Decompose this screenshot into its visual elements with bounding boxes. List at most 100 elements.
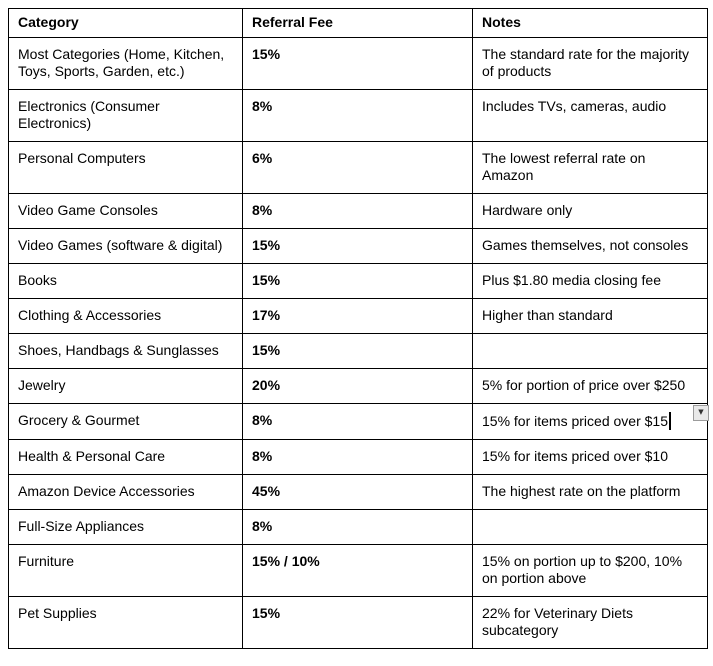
- notes-cell[interactable]: Hardware only: [472, 193, 708, 229]
- category-cell[interactable]: Grocery & Gourmet: [8, 403, 243, 440]
- table-row: Video Games (software & digital) 15% Games…: [8, 228, 708, 264]
- notes-cell-text: The lowest referral rate on Amazon: [482, 149, 646, 183]
- category-cell[interactable]: Pet Supplies: [8, 596, 243, 649]
- fee-cell-text: 15% / 10%: [252, 552, 320, 569]
- notes-cell[interactable]: Includes TVs, cameras, audio: [472, 89, 708, 142]
- category-cell-text: Most Categories (Home, Kitchen, Toys, Sp…: [18, 45, 225, 79]
- category-cell[interactable]: Personal Computers: [8, 141, 243, 194]
- notes-cell-text: The highest rate on the platform: [482, 482, 681, 499]
- header-referral-fee-label: Referral Fee: [252, 14, 333, 30]
- notes-cell-text: Hardware only: [482, 201, 573, 218]
- table-row: Health & Personal Care 8% 15% for items pr…: [8, 439, 708, 475]
- category-cell-text: Amazon Device Accessories: [18, 482, 195, 499]
- table-row: Furniture 15% / 10% 15% on portion up to $…: [8, 544, 708, 597]
- category-cell-text: Full-Size Appliances: [18, 517, 145, 534]
- fee-cell-text: 15%: [252, 604, 281, 621]
- category-cell-text: Video Games (software & digital): [18, 236, 223, 253]
- header-cell-notes[interactable]: Notes: [472, 8, 708, 38]
- table-row: Clothing & Accessories 17% Higher than sta…: [8, 298, 708, 334]
- notes-cell[interactable]: The highest rate on the platform: [472, 474, 708, 510]
- notes-cell-text: Higher than standard: [482, 306, 613, 323]
- text-cursor: [668, 411, 671, 430]
- category-cell-text: Personal Computers: [18, 149, 146, 166]
- table-row: Full-Size Appliances 8%: [8, 509, 708, 545]
- category-cell-text: Jewelry: [18, 376, 66, 393]
- notes-cell[interactable]: The standard rate for the majority of pr…: [472, 37, 708, 90]
- table-row: Shoes, Handbags & Sunglasses 15%: [8, 333, 708, 369]
- referral-table-body: Most Categories (Home, Kitchen, Toys, Sp…: [8, 37, 709, 649]
- table-row: Pet Supplies 15% 22% for Veterinary Diets …: [8, 596, 708, 649]
- category-cell-text: Electronics (Consumer Electronics): [18, 97, 160, 131]
- category-cell[interactable]: Amazon Device Accessories: [8, 474, 243, 510]
- fee-cell[interactable]: 15%: [242, 333, 473, 369]
- fee-cell[interactable]: 15%: [242, 228, 473, 264]
- table-row: Grocery & Gourmet 8% 15% for items priced …: [8, 403, 709, 440]
- category-cell[interactable]: Books: [8, 263, 243, 299]
- fee-cell-text: 15%: [252, 45, 281, 62]
- category-cell[interactable]: Full-Size Appliances: [8, 509, 243, 545]
- fee-cell[interactable]: 45%: [242, 474, 473, 510]
- table-row: Personal Computers 6% The lowest referral …: [8, 141, 708, 194]
- category-cell[interactable]: Video Game Consoles: [8, 193, 243, 229]
- fee-cell[interactable]: 15% / 10%: [242, 544, 473, 597]
- fee-cell[interactable]: 15%: [242, 596, 473, 649]
- category-cell-text: Health & Personal Care: [18, 447, 166, 464]
- fee-cell[interactable]: 15%: [242, 37, 473, 90]
- dropdown-button[interactable]: ▼: [693, 404, 709, 421]
- table-header-row: Category Referral Fee Notes: [8, 8, 708, 38]
- notes-cell-text: 15% for items priced over $15: [482, 412, 668, 429]
- fee-cell[interactable]: 17%: [242, 298, 473, 334]
- notes-cell[interactable]: Games themselves, not consoles: [472, 228, 708, 264]
- notes-cell-text: Games themselves, not consoles: [482, 236, 689, 253]
- chevron-down-icon: ▼: [698, 408, 704, 416]
- category-cell[interactable]: Most Categories (Home, Kitchen, Toys, Sp…: [8, 37, 243, 90]
- notes-cell[interactable]: 15% on portion up to $200, 10% on portio…: [472, 544, 708, 597]
- table-row: Video Game Consoles 8% Hardware only: [8, 193, 708, 229]
- category-cell-text: Furniture: [18, 552, 75, 569]
- notes-cell-text: 15% on portion up to $200, 10% on portio…: [482, 552, 683, 586]
- category-cell-text: Clothing & Accessories: [18, 306, 162, 323]
- table-row: Electronics (Consumer Electronics) 8% Incl…: [8, 89, 708, 142]
- category-cell[interactable]: Health & Personal Care: [8, 439, 243, 475]
- category-cell-text: Books: [18, 271, 57, 288]
- fee-cell[interactable]: 8%: [242, 403, 473, 440]
- category-cell[interactable]: Furniture: [8, 544, 243, 597]
- notes-cell-text: Includes TVs, cameras, audio: [482, 97, 667, 114]
- category-cell[interactable]: Shoes, Handbags & Sunglasses: [8, 333, 243, 369]
- notes-cell[interactable]: 5% for portion of price over $250: [472, 368, 708, 404]
- category-cell[interactable]: Clothing & Accessories: [8, 298, 243, 334]
- header-cell-category[interactable]: Category: [8, 8, 243, 38]
- notes-cell[interactable]: Higher than standard: [472, 298, 708, 334]
- header-notes-label: Notes: [482, 14, 521, 30]
- fee-cell-text: 8%: [252, 411, 273, 428]
- category-cell[interactable]: Jewelry: [8, 368, 243, 404]
- table-row: Jewelry 20% 5% for portion of price over $…: [8, 368, 708, 404]
- category-cell[interactable]: Video Games (software & digital): [8, 228, 243, 264]
- category-cell-text: Video Game Consoles: [18, 201, 158, 218]
- fee-cell[interactable]: 8%: [242, 89, 473, 142]
- fee-cell-text: 8%: [252, 201, 273, 218]
- notes-cell[interactable]: The lowest referral rate on Amazon: [472, 141, 708, 194]
- fee-cell-text: 8%: [252, 447, 273, 464]
- notes-cell-text: Plus $1.80 media closing fee: [482, 271, 661, 288]
- fee-cell-text: 8%: [252, 97, 273, 114]
- notes-cell[interactable]: 15% for items priced over $15 ▼: [472, 403, 709, 440]
- notes-cell[interactable]: [472, 509, 708, 545]
- notes-cell[interactable]: 15% for items priced over $10: [472, 439, 708, 475]
- notes-cell[interactable]: Plus $1.80 media closing fee: [472, 263, 708, 299]
- notes-cell[interactable]: [472, 333, 708, 369]
- fee-cell[interactable]: 20%: [242, 368, 473, 404]
- fee-cell[interactable]: 8%: [242, 439, 473, 475]
- notes-cell-text: The standard rate for the majority of pr…: [482, 45, 689, 79]
- category-cell[interactable]: Electronics (Consumer Electronics): [8, 89, 243, 142]
- fee-cell-text: 15%: [252, 271, 281, 288]
- notes-cell[interactable]: 22% for Veterinary Diets subcategory: [472, 596, 708, 649]
- fee-cell[interactable]: 6%: [242, 141, 473, 194]
- category-cell-text: Grocery & Gourmet: [18, 411, 140, 428]
- document-page: { "table": { "columns": ["Category", "Re…: [0, 8, 713, 666]
- fee-cell[interactable]: 8%: [242, 193, 473, 229]
- fee-cell-text: 6%: [252, 149, 273, 166]
- fee-cell[interactable]: 8%: [242, 509, 473, 545]
- header-cell-referral-fee[interactable]: Referral Fee: [242, 8, 473, 38]
- fee-cell[interactable]: 15%: [242, 263, 473, 299]
